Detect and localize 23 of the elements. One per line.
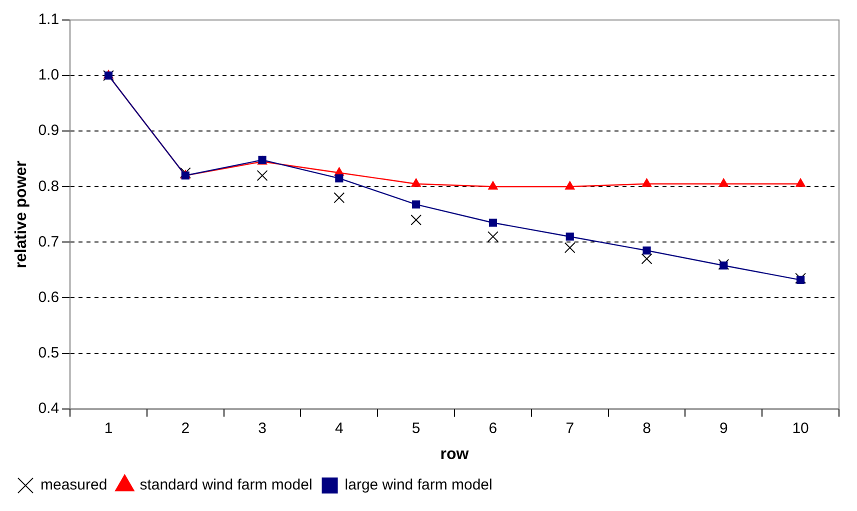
legend-label: large wind farm model [344,476,492,494]
x-tick-label: 2 [181,420,190,437]
legend-label: standard wind farm model [140,476,312,494]
y-axis-title: relative power [13,160,30,268]
y-tick-label: 1.1 [38,11,60,28]
y-tick-label: 1.0 [38,66,60,84]
y-tick-label: 0.8 [38,178,60,195]
y-tick-label: 0.9 [38,122,60,140]
y-tick-label: 0.7 [38,233,60,250]
y-tick-label: 0.6 [38,288,60,306]
legend-label: measured [40,476,108,494]
y-tick-label: 0.4 [38,400,60,417]
x-tick-label: 8 [642,420,651,437]
x-tick-label: 7 [566,420,574,437]
x-tick-label: 5 [412,420,420,437]
x-axis-title: row [440,446,470,463]
y-tick-label: 0.5 [38,344,60,362]
x-tick-label: 6 [488,420,498,437]
x-tick-label: 4 [335,420,344,437]
x-tick-label: 10 [792,420,809,437]
x-tick-label: 3 [258,420,266,437]
x-tick-label: 1 [104,420,113,437]
x-tick-label: 9 [719,420,728,437]
